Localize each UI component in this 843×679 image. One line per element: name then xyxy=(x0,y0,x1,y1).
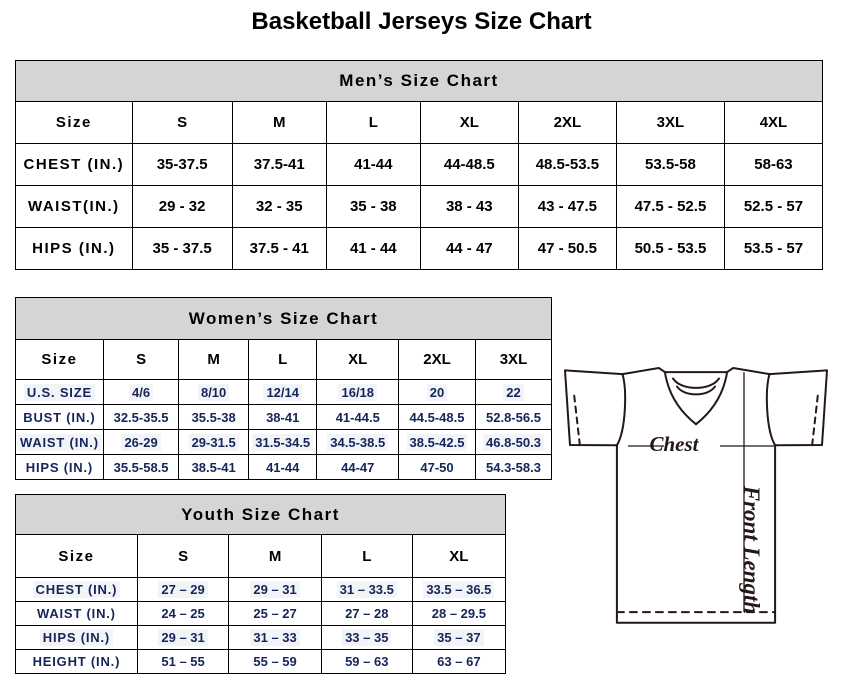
svg-text:Chest: Chest xyxy=(649,432,699,456)
svg-text:Front Length: Front Length xyxy=(739,485,764,614)
